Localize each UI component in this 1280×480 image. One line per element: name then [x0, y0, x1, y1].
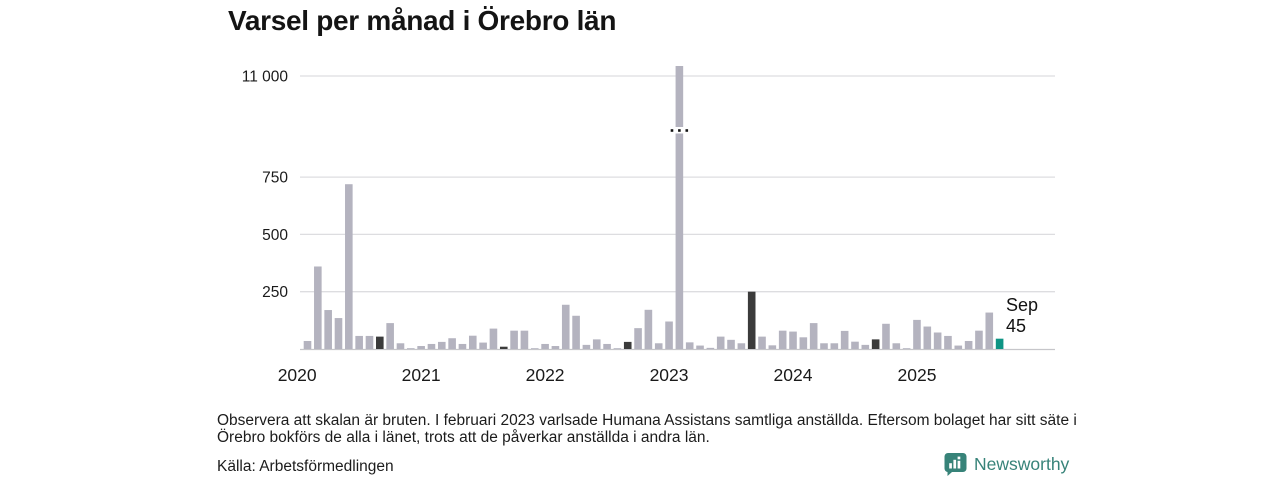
bar-chart: 250 500 750 11 000 2020 2021 2022 2023 2024 2025 [242, 66, 1055, 385]
y-tick-label: 11 000 [242, 69, 289, 86]
bar [675, 66, 684, 349]
bar [479, 342, 487, 349]
bar [551, 346, 560, 349]
bar [396, 343, 405, 349]
bar [303, 340, 312, 349]
bar [427, 343, 436, 349]
scale-break-dot [670, 129, 674, 132]
bar [696, 345, 704, 349]
bar [407, 348, 415, 349]
bar [314, 266, 322, 349]
current-point-annotation: Sep 45 [1006, 295, 1038, 337]
bar [778, 330, 787, 349]
bar [944, 335, 952, 349]
bar [623, 341, 632, 349]
bar [737, 343, 746, 349]
bar [541, 343, 549, 349]
bar [820, 343, 828, 349]
bar [913, 319, 921, 349]
bar [324, 310, 332, 349]
bar [572, 315, 580, 349]
bar [665, 321, 673, 349]
bar [603, 343, 611, 349]
logo-bar-small [949, 463, 952, 469]
bar [644, 309, 653, 349]
bar [592, 339, 601, 349]
bar [747, 291, 756, 349]
bar [871, 339, 880, 349]
bar [716, 336, 725, 349]
chart-title: Varsel per månad i Örebro län [228, 5, 617, 36]
scale-break-dot [678, 129, 681, 132]
bar [499, 346, 508, 349]
logo-bar-exclamation [957, 460, 961, 469]
x-tick-label: 2021 [402, 365, 441, 385]
x-tick-label: 2022 [526, 365, 565, 385]
logo-exclamation-dot [957, 456, 961, 460]
bar [706, 347, 715, 349]
bar [985, 312, 994, 349]
bar [995, 338, 1004, 349]
bar [923, 326, 932, 349]
x-tick-label: 2020 [278, 365, 317, 385]
bar [882, 323, 890, 349]
bar [376, 336, 384, 349]
footnote-text: Observera att skalan är bruten. I februa… [217, 412, 1077, 446]
newsworthy-logo-icon [944, 453, 967, 476]
bar [975, 330, 983, 349]
bar [954, 345, 963, 349]
bar [386, 323, 394, 349]
bar [768, 345, 777, 349]
x-tick-label: 2024 [774, 365, 813, 385]
y-tick-label: 500 [262, 227, 288, 244]
scale-break-dot [685, 129, 689, 132]
y-tick-label: 750 [262, 170, 288, 187]
bar [365, 335, 374, 349]
bar [561, 304, 570, 349]
bar [355, 335, 363, 349]
bar [530, 348, 539, 349]
brand-name: Newsworthy [974, 453, 1070, 474]
bar [468, 335, 477, 349]
bar [334, 318, 343, 349]
bar [417, 346, 425, 349]
bar [727, 339, 735, 349]
bar [933, 332, 942, 349]
bar [964, 340, 973, 349]
bar [830, 343, 839, 349]
bar [458, 343, 467, 349]
bar [520, 330, 529, 349]
bar [448, 338, 456, 349]
bar [851, 341, 859, 349]
bar [799, 337, 808, 349]
bar [582, 344, 591, 349]
bar [861, 344, 870, 349]
bar [634, 328, 642, 349]
x-tick-label: 2023 [650, 365, 689, 385]
bar [345, 184, 353, 349]
bar [613, 348, 622, 349]
x-tick-label: 2025 [898, 365, 937, 385]
bar [654, 343, 663, 349]
bar [840, 330, 849, 349]
source-credit: Källa: Arbetsförmedlingen [217, 458, 394, 475]
bar [758, 336, 766, 349]
bar [892, 343, 901, 349]
bar [789, 331, 797, 349]
newsworthy-brand: Newsworthy [944, 452, 1069, 476]
bar [489, 328, 498, 349]
bar [685, 342, 694, 349]
annotation-value-label: 45 [1006, 316, 1027, 336]
bar [809, 323, 818, 349]
bar [510, 330, 518, 349]
annotation-month-label: Sep [1006, 295, 1039, 315]
bar [902, 348, 911, 349]
y-tick-label: 250 [262, 284, 288, 301]
bar [437, 341, 446, 349]
logo-bar-medium [953, 459, 957, 469]
